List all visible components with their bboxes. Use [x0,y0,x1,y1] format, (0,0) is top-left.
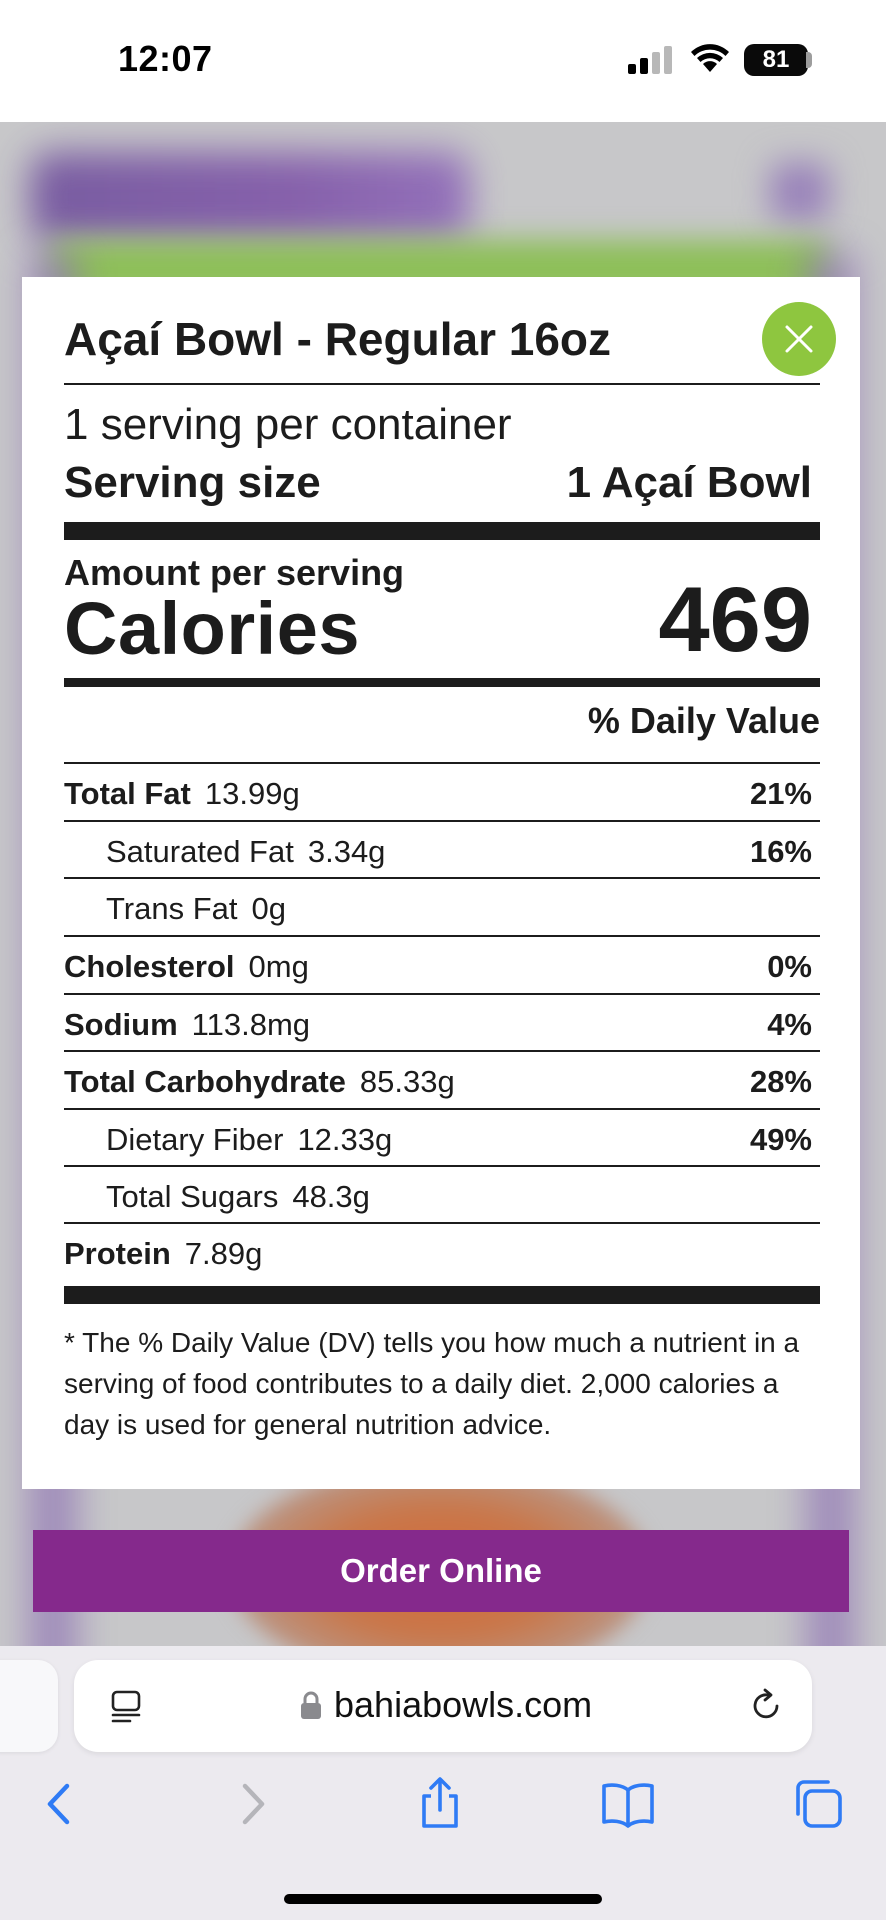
nutrient-amount: 48.3g [292,1179,370,1214]
previous-tab-preview[interactable] [0,1660,58,1752]
nutrient-amount: 85.33g [359,1064,455,1099]
nutrient-name: Cholesterol [64,949,235,984]
daily-value-header: % Daily Value [587,700,820,741]
nutrient-name: Protein [64,1236,171,1271]
calories-label: Calories [64,587,361,670]
cellular-signal-icon [628,46,676,74]
nutrient-amount: 13.99g [204,776,300,811]
share-icon[interactable] [412,1776,468,1832]
serving-size-value: 1 Açaí Bowl [566,458,812,507]
nutrient-dv: 0% [767,949,812,984]
divider [64,820,820,822]
nutrient-dv: 28% [749,1064,812,1099]
divider [64,993,820,995]
status-time: 12:07 [118,38,213,79]
nutrient-amount: 3.34g [307,834,386,869]
address-bar[interactable]: bahiabowls.com [74,1660,812,1752]
nutrient-dv: 49% [749,1122,812,1157]
reload-icon[interactable] [748,1688,784,1724]
forward-icon[interactable] [224,1776,280,1832]
order-online-button[interactable]: Order Online [33,1530,849,1612]
background-menu-icon [770,162,830,222]
nutrient-row-total-fat: Total Fat 13.99g 21% [64,764,820,820]
browser-toolbar: bahiabowls.com [0,1646,886,1920]
nutrient-row-saturated-fat: Saturated Fat 3.34g 16% [64,822,820,878]
nutrient-amount: 0g [251,891,286,926]
bookmarks-icon[interactable] [600,1776,656,1832]
nutrient-dv: 21% [749,776,812,811]
status-bar: 12:07 81 [0,0,886,122]
thick-divider [64,522,820,540]
home-indicator [284,1894,602,1904]
amount-per-serving: Amount per serving [64,552,405,593]
nutrient-amount: 0mg [248,949,309,984]
divider [64,762,820,764]
nutrient-row-total-carbohydrate: Total Carbohydrate 85.33g 28% [64,1052,820,1108]
tabs-icon[interactable] [790,1776,846,1832]
nutrient-amount: 113.8mg [191,1007,311,1042]
lock-icon [301,1691,321,1719]
nutrient-name: Total Sugars [106,1179,279,1214]
nutrient-row-protein: Protein 7.89g [64,1224,820,1280]
nutrient-name: Trans Fat [106,891,238,926]
wifi-icon [691,44,729,72]
nutrient-name: Saturated Fat [106,834,294,869]
daily-value-footnote: * The % Daily Value (DV) tells you how m… [64,1327,800,1440]
thick-divider [64,1286,820,1304]
battery-icon [806,52,812,68]
divider [64,383,820,385]
reader-icon[interactable] [110,1690,144,1724]
divider [64,877,820,879]
nutrient-row-cholesterol: Cholesterol 0mg 0% [64,937,820,993]
nutrient-row-total-sugars: Total Sugars 48.3g [64,1167,820,1223]
url-text: bahiabowls.com [334,1684,593,1725]
calories-value: 469 [658,569,813,671]
nutrient-name: Dietary Fiber [106,1122,284,1157]
nutrient-amount: 12.33g [297,1122,393,1157]
close-button[interactable] [762,302,836,376]
divider [64,1050,820,1052]
divider [64,1165,820,1167]
nutrient-row-sodium: Sodium 113.8mg 4% [64,995,820,1051]
nutrient-name: Total Carbohydrate [64,1064,346,1099]
nutrient-amount: 7.89g [184,1236,263,1271]
nutrient-row-dietary-fiber: Dietary Fiber 12.33g 49% [64,1110,820,1166]
back-icon[interactable] [32,1776,88,1832]
nutrient-dv: 4% [767,1007,812,1042]
servings-per-container: 1 serving per container [64,400,512,449]
divider [64,935,820,937]
battery-level: 81 [744,44,808,76]
divider [64,1222,820,1224]
product-title: Açaí Bowl - Regular 16oz [64,313,612,365]
nutrient-name: Sodium [64,1007,178,1042]
nutrient-row-trans-fat: Trans Fat 0g [64,879,820,935]
close-icon [785,325,813,353]
serving-size-label: Serving size [64,458,321,507]
nutrient-dv: 16% [749,834,812,869]
nutrient-name: Total Fat [64,776,191,811]
medium-divider [64,678,820,687]
divider [64,1108,820,1110]
background-logo [30,152,470,242]
